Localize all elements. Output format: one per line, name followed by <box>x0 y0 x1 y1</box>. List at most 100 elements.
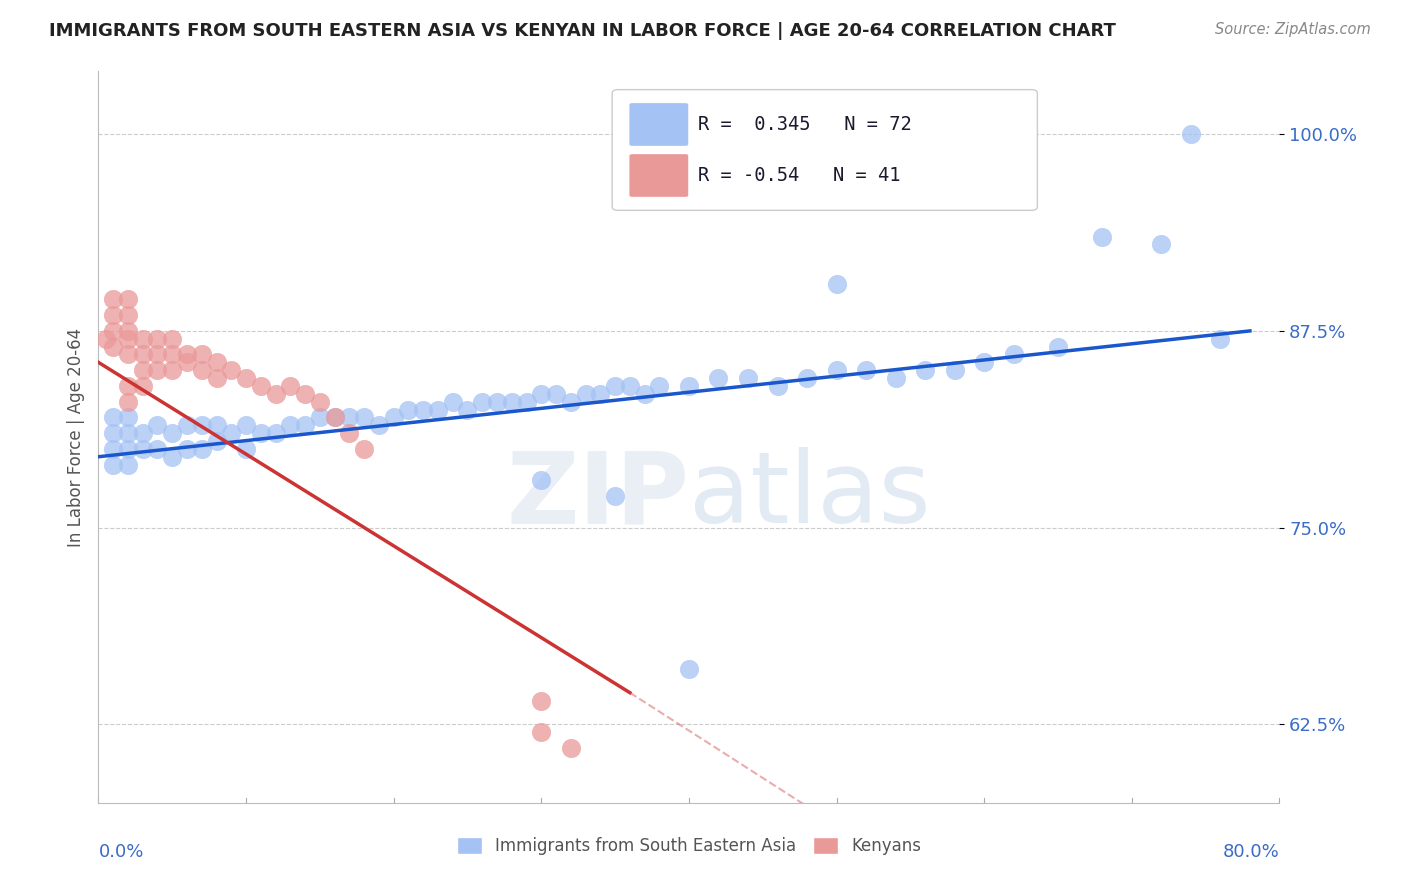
Point <box>250 426 273 441</box>
Point <box>146 418 169 433</box>
Point <box>162 450 183 464</box>
Point <box>707 371 730 385</box>
Point <box>1046 340 1070 354</box>
Text: atlas: atlas <box>689 447 931 544</box>
Point <box>146 347 169 361</box>
Point <box>441 394 464 409</box>
Point <box>471 394 494 409</box>
Point <box>146 442 169 456</box>
Point <box>353 442 375 456</box>
Point <box>191 347 214 361</box>
Point <box>323 410 346 425</box>
Point <box>855 363 877 377</box>
Point <box>575 387 598 401</box>
Point <box>132 379 155 393</box>
Point <box>412 402 434 417</box>
Point <box>309 410 332 425</box>
Point <box>235 418 257 433</box>
Point <box>132 347 155 361</box>
Point <box>205 434 228 448</box>
Point <box>191 418 214 433</box>
FancyBboxPatch shape <box>628 153 689 197</box>
Point <box>117 394 139 409</box>
Point <box>117 379 139 393</box>
Point <box>103 324 125 338</box>
Point <box>103 458 125 472</box>
Point <box>205 418 228 433</box>
Point <box>530 725 553 739</box>
Point <box>382 410 405 425</box>
Point <box>221 426 243 441</box>
Point <box>162 332 183 346</box>
Point <box>103 442 125 456</box>
Point <box>546 387 568 401</box>
Text: Source: ZipAtlas.com: Source: ZipAtlas.com <box>1215 22 1371 37</box>
Point <box>176 355 198 369</box>
Point <box>191 442 214 456</box>
Point <box>103 340 125 354</box>
Point <box>530 473 553 487</box>
Point <box>294 418 316 433</box>
Point <box>264 387 287 401</box>
Point <box>162 426 183 441</box>
Point <box>648 379 671 393</box>
Point <box>560 740 582 755</box>
Point <box>884 371 907 385</box>
Point <box>825 277 848 291</box>
Text: ZIP: ZIP <box>506 447 689 544</box>
Point <box>1091 229 1114 244</box>
Point <box>339 410 361 425</box>
Point <box>486 394 509 409</box>
Point <box>605 379 627 393</box>
Point <box>117 426 139 441</box>
Point <box>353 410 375 425</box>
Point <box>737 371 759 385</box>
Point <box>766 379 789 393</box>
Y-axis label: In Labor Force | Age 20-64: In Labor Force | Age 20-64 <box>66 327 84 547</box>
Point <box>117 293 139 307</box>
Text: R =  0.345   N = 72: R = 0.345 N = 72 <box>699 115 912 134</box>
Point <box>176 442 198 456</box>
Point <box>162 363 183 377</box>
Point <box>221 363 243 377</box>
Point <box>619 379 641 393</box>
Point <box>560 394 582 409</box>
Point <box>678 379 700 393</box>
Point <box>634 387 657 401</box>
Point <box>973 355 995 369</box>
Point <box>94 332 117 346</box>
Text: 0.0%: 0.0% <box>98 843 143 861</box>
Point <box>117 442 139 456</box>
Point <box>176 347 198 361</box>
Point <box>205 355 228 369</box>
Point <box>825 363 848 377</box>
Point <box>132 426 155 441</box>
Point <box>117 458 139 472</box>
Text: 80.0%: 80.0% <box>1223 843 1279 861</box>
Point <box>250 379 273 393</box>
Point <box>280 379 302 393</box>
Point <box>796 371 818 385</box>
Point <box>117 324 139 338</box>
Point <box>235 371 257 385</box>
Point <box>103 410 125 425</box>
Point <box>368 418 391 433</box>
Legend: Immigrants from South Eastern Asia, Kenyans: Immigrants from South Eastern Asia, Keny… <box>451 832 927 860</box>
Point <box>501 394 523 409</box>
Point <box>589 387 612 401</box>
Point <box>914 363 936 377</box>
Point <box>132 363 155 377</box>
Point <box>103 308 125 322</box>
Point <box>117 410 139 425</box>
Text: R = -0.54   N = 41: R = -0.54 N = 41 <box>699 166 901 185</box>
Point <box>191 363 214 377</box>
Point <box>943 363 966 377</box>
Point <box>235 442 257 456</box>
Point <box>146 332 169 346</box>
Point <box>398 402 420 417</box>
Point <box>117 347 139 361</box>
Point <box>309 394 332 409</box>
Point <box>516 394 538 409</box>
Point <box>530 387 553 401</box>
Point <box>457 402 479 417</box>
